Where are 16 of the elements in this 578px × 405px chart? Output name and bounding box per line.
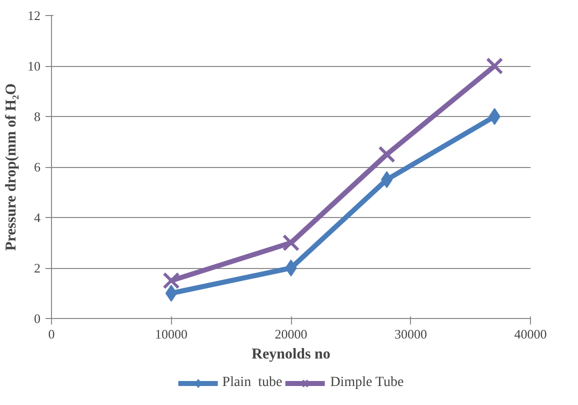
y-tick-label: 8 xyxy=(34,109,40,124)
x-tick-label: 30000 xyxy=(394,326,427,342)
x-axis-title: Reynolds no xyxy=(252,346,330,362)
x-tick-label: 20000 xyxy=(274,326,308,342)
x-tick-label: 40000 xyxy=(514,326,547,342)
y-tick-label: 2 xyxy=(34,260,40,276)
y-tick-label: 0 xyxy=(34,311,40,326)
x-tick-label: 10000 xyxy=(155,326,188,342)
legend-label: Plain tube xyxy=(222,374,282,390)
y-axis-title: Pressure drop(mm of H₂O xyxy=(4,83,20,251)
y-tick-label: 6 xyxy=(34,160,41,174)
legend-label: Dimple Tube xyxy=(330,374,404,390)
y-tick-label: 12 xyxy=(28,8,40,23)
x-tick-label: 0 xyxy=(48,326,55,342)
y-tick-label: 4 xyxy=(34,210,41,225)
y-tick-label: 10 xyxy=(28,58,40,74)
